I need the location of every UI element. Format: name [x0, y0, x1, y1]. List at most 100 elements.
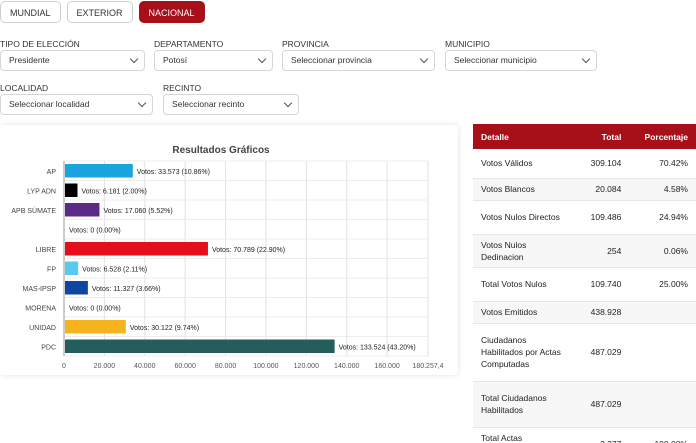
data-label: Votos: 6.528 (2.11%): [82, 266, 147, 273]
table-row: Ciudadanos Habilitados por Actas Computa…: [473, 323, 696, 382]
data-label: Votos: 30.122 (9.74%): [130, 325, 199, 332]
data-label: Votos: 33.573 (10.86%): [137, 169, 210, 176]
row-label: Votos Blancos: [473, 178, 577, 201]
header-porcentaje: Porcentaje: [629, 124, 696, 149]
bar: [65, 339, 335, 353]
results-bar-chart: Resultados Gráficos AP Votos: 33.573 (10.…: [11, 145, 443, 370]
x-tick-label: 140.000: [334, 363, 359, 370]
summary-table-card: Detalle Total Porcentaje Votos Válidos 3…: [473, 124, 696, 443]
row-percent: [629, 301, 696, 324]
y-tick-label: LYP ADN: [27, 188, 56, 195]
data-label: Votos: 6.181 (2.00%): [81, 188, 146, 195]
table-row: Total Ciudadanos Habilitados 487.029: [473, 381, 696, 428]
row-label: Ciudadanos Habilitados por Actas Computa…: [473, 323, 577, 382]
y-tick-label: MAS-IPSP: [23, 286, 57, 293]
chart-card: Resultados Gráficos AP Votos: 33.573 (10.…: [0, 125, 458, 375]
y-tick-label: LIBRE: [36, 247, 57, 254]
table-row: Votos Blancos 20.084 4.58%: [473, 178, 696, 201]
tipo-eleccion-select[interactable]: Presidente: [0, 50, 145, 71]
departamento-label: DEPARTAMENTO: [154, 39, 224, 49]
x-tick-label: 80.000: [215, 363, 237, 370]
chart-title: Resultados Gráficos: [172, 145, 270, 156]
table-header-row: Detalle Total Porcentaje: [473, 124, 696, 149]
y-tick-label: MORENA: [25, 305, 56, 312]
tab-nacional[interactable]: NACIONAL: [138, 1, 205, 23]
table-row: Votos Nulos Directos 109.486 24.94%: [473, 200, 696, 235]
header-detalle: Detalle: [473, 124, 577, 149]
tipo-eleccion-value: Presidente: [9, 55, 50, 65]
row-percent: [629, 323, 696, 382]
data-label: Votos: 70.789 (22.90%): [212, 247, 285, 254]
row-total: 109.486: [577, 200, 630, 235]
data-label: Votos: 17.060 (5.52%): [103, 208, 172, 215]
row-total: 438.928: [577, 301, 630, 324]
data-label: Votos: 0 (0.00%): [69, 227, 121, 234]
municipio-value: Seleccionar municipio: [454, 55, 537, 65]
chevron-down-icon: [257, 54, 267, 64]
row-percent: 100.00%: [629, 427, 696, 443]
recinto-value: Seleccionar recinto: [172, 99, 245, 109]
row-total: 487.029: [577, 381, 630, 428]
table-row: Votos Nulos Dedinacion 254 0.06%: [473, 234, 696, 268]
x-tick-label: 160.000: [374, 363, 399, 370]
data-label: Votos: 133.524 (43.20%): [339, 344, 416, 351]
row-label: Votos Nulos Dedinacion: [473, 234, 577, 268]
tab-exterior[interactable]: EXTERIOR: [66, 1, 133, 23]
data-label: Votos: 11.327 (3.66%): [92, 286, 161, 293]
bar: [65, 183, 78, 197]
row-total: 309.104: [577, 149, 630, 179]
header-total: Total: [577, 124, 630, 149]
localidad-label: LOCALIDAD: [0, 83, 49, 93]
table-row: Total Actas Computadas 2.377 100.00%: [473, 427, 696, 443]
chevron-down-icon: [419, 54, 429, 64]
row-percent: 4.58%: [629, 178, 696, 201]
row-percent: 24.94%: [629, 200, 696, 235]
row-label: Votos Nulos Directos: [473, 200, 577, 235]
x-tick-label: 100.000: [253, 363, 278, 370]
row-label: Total Ciudadanos Habilitados: [473, 381, 577, 428]
bar: [65, 164, 133, 178]
bar: [65, 242, 208, 256]
row-label: Total Actas Computadas: [473, 427, 577, 443]
bar: [65, 281, 88, 295]
departamento-value: Potosí: [163, 55, 188, 65]
y-tick-label: AP: [47, 169, 57, 176]
bar: [65, 320, 126, 334]
scope-tabs: MUNDIAL EXTERIOR NACIONAL: [0, 1, 205, 23]
y-tick-label: UNIDAD: [29, 325, 56, 332]
row-total: 487.029: [577, 323, 630, 382]
chevron-down-icon: [129, 54, 139, 64]
recinto-select[interactable]: Seleccionar recinto: [163, 94, 299, 115]
x-tick-label: 60.000: [174, 363, 196, 370]
x-tick-label: 120.000: [294, 363, 319, 370]
departamento-select[interactable]: Potosí: [154, 50, 273, 71]
tab-mundial[interactable]: MUNDIAL: [0, 1, 61, 23]
bar: [65, 261, 79, 275]
row-total: 254: [577, 234, 630, 268]
municipio-label: MUNICIPIO: [445, 39, 490, 49]
table-row: Total Votos Nulos 109.740 25.00%: [473, 267, 696, 302]
bar: [65, 203, 100, 217]
x-tick-label: 20.000: [94, 363, 116, 370]
row-label: Votos Válidos: [473, 149, 577, 179]
row-percent: [629, 381, 696, 428]
table-row: Votos Emitidos 438.928: [473, 301, 696, 324]
x-tick-label: 180.257,4: [412, 363, 443, 370]
table-row: Votos Válidos 309.104 70.42%: [473, 149, 696, 179]
summary-table: Detalle Total Porcentaje Votos Válidos 3…: [473, 124, 696, 443]
provincia-select[interactable]: Seleccionar provincia: [282, 50, 435, 71]
municipio-select[interactable]: Seleccionar municipio: [445, 50, 597, 71]
tipo-eleccion-label: TIPO DE ELECCIÓN: [0, 39, 80, 49]
x-tick-label: 40.000: [134, 363, 156, 370]
chevron-down-icon: [283, 98, 293, 108]
row-percent: 0.06%: [629, 234, 696, 268]
y-tick-label: PDC: [41, 344, 56, 351]
localidad-select[interactable]: Seleccionar localidad: [0, 94, 153, 115]
row-percent: 70.42%: [629, 149, 696, 179]
y-tick-label: FP: [47, 266, 56, 273]
provincia-label: PROVINCIA: [282, 39, 329, 49]
row-label: Total Votos Nulos: [473, 267, 577, 302]
row-percent: 25.00%: [629, 267, 696, 302]
y-tick-label: APB SÚMATE: [11, 206, 56, 215]
chevron-down-icon: [137, 98, 147, 108]
